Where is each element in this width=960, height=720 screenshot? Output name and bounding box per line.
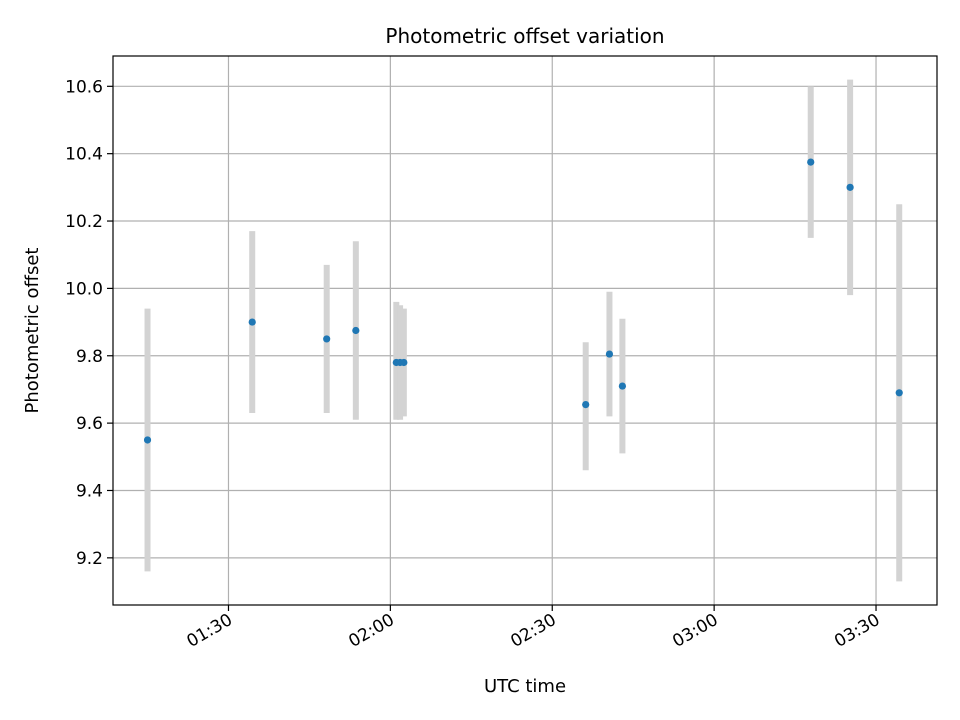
y-tick-label: 10.6 xyxy=(65,77,103,97)
y-tick-label: 9.4 xyxy=(76,481,103,501)
data-point xyxy=(582,400,590,409)
data-points xyxy=(143,158,903,444)
data-point xyxy=(846,183,854,191)
y-axis-label: Photometric offset xyxy=(22,248,43,414)
chart-title: Photometric offset variation xyxy=(385,24,664,48)
x-tick-label: 03:30 xyxy=(831,610,883,652)
data-point xyxy=(323,335,331,343)
grid xyxy=(113,56,937,605)
x-axis-ticks: 01:30 02:00 02:30 03:00 03:30 xyxy=(184,605,884,652)
data-point xyxy=(605,350,614,358)
y-tick-label: 9.8 xyxy=(76,347,103,367)
x-tick-label: 02:30 xyxy=(507,610,559,652)
y-tick-label: 10.4 xyxy=(65,145,103,165)
error-bars xyxy=(144,79,903,582)
y-tick-label: 10.2 xyxy=(65,212,103,232)
data-point xyxy=(352,326,360,335)
y-tick-label: 10.0 xyxy=(65,279,103,299)
x-axis-label: UTC time xyxy=(484,676,566,697)
data-point xyxy=(895,389,903,397)
x-tick-label: 02:00 xyxy=(345,610,397,652)
x-tick-label: 01:30 xyxy=(184,610,236,652)
y-tick-label: 9.6 xyxy=(76,414,103,434)
plot-frame xyxy=(112,55,938,606)
data-point xyxy=(807,158,815,166)
data-point xyxy=(248,318,256,326)
data-point xyxy=(143,436,152,444)
data-point xyxy=(618,382,627,390)
y-axis-ticks: 9.2 9.4 9.6 9.8 10.0 10.2 10.4 10.6 xyxy=(65,77,113,569)
y-tick-label: 9.2 xyxy=(76,549,103,569)
x-tick-label: 03:00 xyxy=(669,610,721,652)
data-point xyxy=(400,358,408,367)
